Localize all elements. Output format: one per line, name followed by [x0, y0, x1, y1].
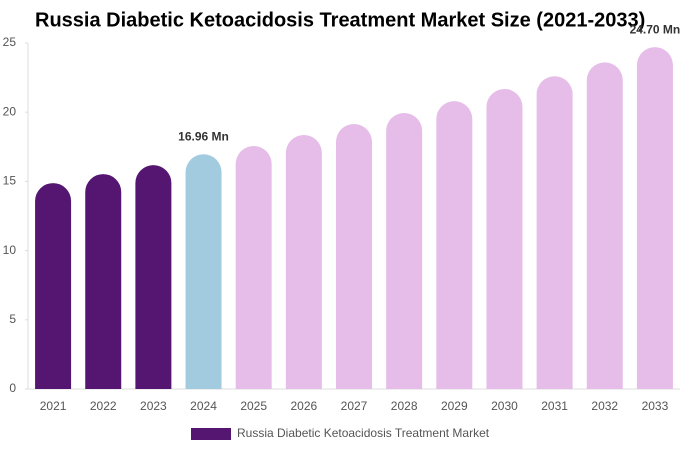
bar [235, 145, 272, 389]
y-tick-label: 25 [3, 35, 17, 49]
bar [336, 123, 372, 390]
legend-swatch [191, 428, 231, 440]
x-tick-label: 2025 [240, 399, 267, 413]
bar [436, 101, 473, 390]
bar [536, 76, 573, 389]
x-tick-label: 2026 [290, 399, 317, 413]
x-tick-label: 2028 [391, 399, 418, 413]
bar [185, 154, 222, 389]
x-tick-label: 2021 [40, 399, 67, 413]
x-tick-label: 2033 [642, 399, 669, 413]
y-tick-label: 0 [9, 381, 16, 395]
x-tick-label: 2022 [90, 399, 117, 413]
value-label: 16.96 Mn [178, 129, 229, 143]
bar [636, 47, 673, 389]
chart-title: Russia Diabetic Ketoacidosis Treatment M… [35, 9, 645, 31]
x-tick-label: 2032 [591, 399, 618, 413]
x-tick-label: 2030 [491, 399, 518, 413]
x-tick-label: 2027 [341, 399, 368, 413]
x-tick-label: 2024 [190, 399, 217, 413]
bar [85, 174, 122, 389]
bar [285, 135, 322, 389]
x-tick-label: 2031 [541, 399, 568, 413]
bar [486, 88, 523, 390]
bar [386, 113, 423, 389]
value-label: 24.70 Mn [630, 22, 680, 36]
y-tick-label: 15 [3, 174, 17, 188]
legend-label: Russia Diabetic Ketoacidosis Treatment M… [237, 426, 490, 440]
y-tick-label: 20 [3, 104, 17, 118]
bar [135, 165, 172, 389]
x-tick-label: 2029 [441, 399, 468, 413]
bar [35, 183, 72, 389]
bar [586, 62, 623, 389]
y-tick-label: 10 [3, 243, 17, 257]
y-tick-label: 5 [9, 312, 16, 326]
x-tick-label: 2023 [140, 399, 167, 413]
